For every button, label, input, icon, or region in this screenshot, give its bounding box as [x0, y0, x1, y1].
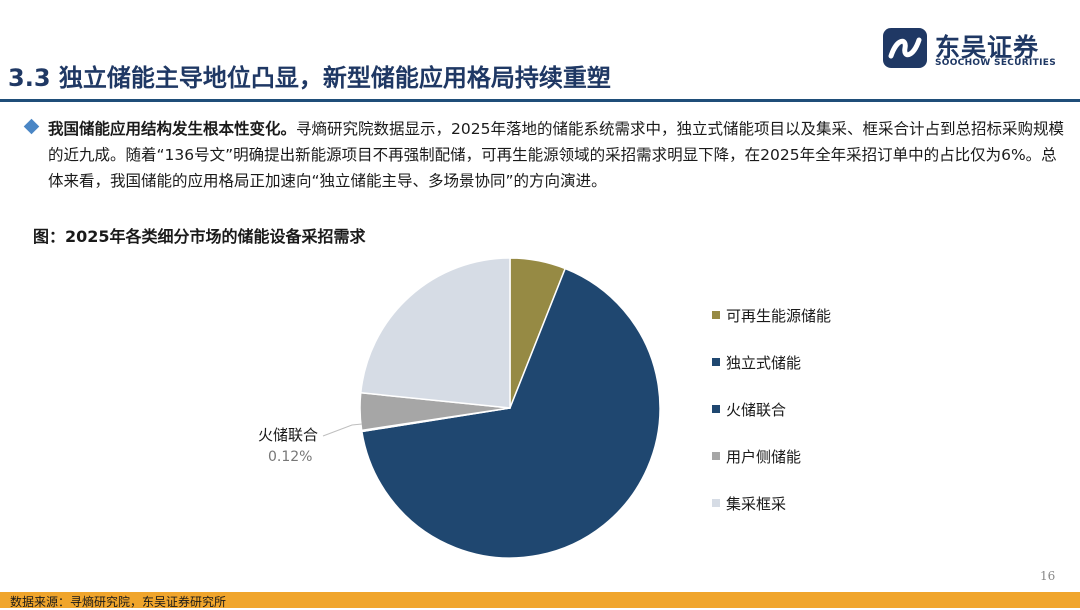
summary-paragraph: 我国储能应用结构发生根本性变化。寻熵研究院数据显示，2025年落地的储能系统需求… [26, 116, 1066, 194]
legend-swatch [712, 311, 720, 319]
brand-logo: 东吴证券 SOOCHOW SECURITIES [883, 28, 1073, 70]
pie-slice-5 [359, 257, 511, 409]
page-title: 3.3 独立储能主导地位凸显，新型储能应用格局持续重塑 [8, 64, 611, 92]
pie-slices [359, 257, 661, 559]
pie-slice-2 [360, 267, 661, 559]
callout-leader-line [322, 423, 363, 437]
title-divider [0, 99, 1080, 102]
legend-swatch [712, 405, 720, 413]
footer-bar [0, 592, 1080, 608]
legend-swatch [712, 452, 720, 460]
summary-body: 寻熵研究院数据显示，2025年落地的储能系统需求中，独立式储能项目以及集采、框采… [48, 120, 1064, 190]
soochow-logo-icon [883, 28, 927, 68]
pie-chart [322, 257, 661, 559]
legend-label: 独立式储能 [726, 354, 802, 372]
legend-label: 集采框采 [726, 495, 787, 513]
legend-label: 可再生能源储能 [726, 307, 832, 325]
legend-swatch [712, 499, 720, 507]
callout-value: 0.12% [268, 449, 313, 465]
legend-label: 火储联合 [726, 401, 787, 419]
brand-name-cn: 东吴证券 [935, 33, 1040, 62]
brand-name-en: SOOCHOW SECURITIES [935, 58, 1056, 68]
summary-lead: 我国储能应用结构发生根本性变化。 [48, 120, 297, 138]
page-number: 16 [1040, 569, 1056, 583]
legend-swatch [712, 358, 720, 366]
footer-source: 数据来源：寻熵研究院，东吴证券研究所 [10, 595, 227, 609]
legend-label: 用户侧储能 [726, 448, 802, 466]
figure-title: 图：2025年各类细分市场的储能设备采招需求 [33, 227, 366, 246]
callout-label: 火储联合 [258, 426, 319, 444]
